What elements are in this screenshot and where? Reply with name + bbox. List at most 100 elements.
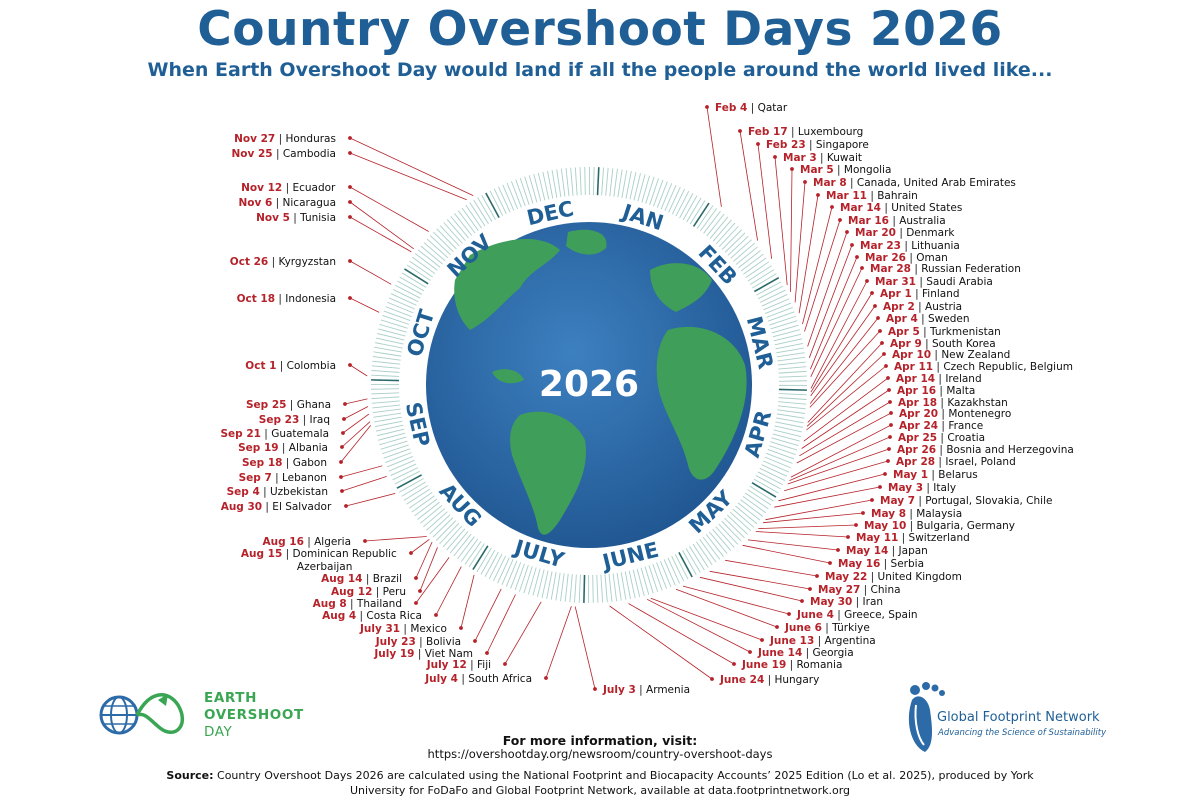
ring-tick	[715, 526, 735, 548]
leader-line	[349, 216, 412, 253]
label-country: Kazakhstan	[947, 397, 1008, 409]
label-date: Feb 4	[715, 102, 747, 114]
label-separator: |	[834, 609, 844, 621]
ring-tick	[758, 285, 784, 300]
ring-tick	[477, 197, 493, 222]
leader-dot	[503, 662, 507, 666]
leader-dot	[886, 459, 890, 463]
ring-tick	[735, 505, 758, 525]
ring-tick	[773, 333, 802, 342]
label-country: Mexico	[410, 623, 447, 635]
label-date: May 30	[810, 596, 852, 608]
label-separator: |	[747, 102, 757, 114]
ring-tick	[649, 178, 659, 206]
ring-tick	[502, 184, 515, 211]
ring-tick	[417, 501, 440, 520]
ring-tick	[778, 366, 807, 370]
country-label: Mar 5 | Mongolia	[800, 164, 891, 176]
leader-dot	[888, 400, 892, 404]
leader-dot	[830, 205, 834, 209]
ring-tick	[372, 408, 401, 414]
ring-tick	[629, 172, 637, 200]
ring-tick	[583, 574, 586, 603]
label-country: Türkiye	[831, 622, 870, 634]
ring-tick	[565, 168, 570, 197]
leader-line	[742, 544, 831, 564]
leader-line	[349, 137, 474, 196]
ring-tick	[426, 511, 448, 531]
country-label: May 3 | Italy	[888, 482, 956, 494]
label-country: Finland	[922, 288, 960, 300]
country-label: Apr 20 | Montenegro	[899, 408, 1011, 420]
country-label: Apr 9 | South Korea	[890, 338, 996, 350]
country-label: Sep 23 | Iraq	[259, 414, 330, 426]
ring-tick	[398, 478, 424, 493]
leader-dot	[870, 498, 874, 502]
ring-tick	[776, 352, 805, 358]
ring-tick	[617, 169, 623, 198]
ring-tick	[641, 175, 651, 203]
ring-tick	[574, 167, 578, 196]
leader-line	[799, 401, 891, 457]
leader-dot	[889, 411, 893, 415]
ring-tick	[749, 485, 774, 502]
leader-line	[364, 536, 427, 542]
ring-tick	[528, 175, 538, 203]
ring-tick	[692, 202, 710, 227]
label-separator: |	[935, 373, 945, 385]
leader-line	[725, 559, 818, 577]
country-label: May 22 | United Kingdom	[825, 571, 962, 583]
label-country: Australia	[899, 215, 945, 227]
leader-dot	[418, 589, 422, 593]
leader-line	[646, 598, 751, 653]
label-separator: |	[915, 301, 925, 313]
label-separator: |	[276, 360, 286, 372]
label-separator: |	[261, 428, 271, 440]
leader-line	[747, 539, 839, 551]
label-country: South Africa	[468, 673, 532, 685]
leader-dot	[343, 402, 347, 406]
ring-tick	[678, 552, 693, 578]
country-label: Mar 28 | Russian Federation	[870, 263, 1021, 275]
label-country: United Kingdom	[878, 571, 962, 583]
label-country: Greece, Spain	[844, 609, 917, 621]
leader-dot	[348, 151, 352, 155]
label-country: United States	[891, 202, 962, 214]
country-label: May 27 | China	[818, 584, 901, 596]
leader-dot	[882, 352, 886, 356]
country-label: Aug 4 | Costa Rica	[322, 610, 422, 622]
ring-tick	[636, 568, 645, 596]
ring-tick	[674, 554, 689, 580]
leader-line	[798, 194, 819, 314]
ring-tick	[420, 505, 443, 524]
more-info-url[interactable]: https://overshootday.org/newsroom/countr…	[427, 747, 773, 761]
label-country: Thailand	[356, 598, 402, 610]
label-country: South Korea	[932, 338, 996, 350]
ring-tick	[376, 337, 404, 345]
leader-line	[807, 231, 848, 347]
leader-dot	[459, 626, 463, 630]
ring-tick	[493, 188, 507, 215]
ring-tick	[756, 281, 782, 296]
label-separator: |	[347, 598, 357, 610]
label-country: Ireland	[945, 373, 981, 385]
ring-tick	[767, 449, 795, 460]
ring-tick	[682, 550, 697, 576]
label-separator: |	[906, 252, 916, 264]
leader-line	[340, 425, 372, 463]
country-label: July 31 | Mexico	[359, 623, 447, 635]
ring-tick	[777, 356, 806, 362]
ring-tick	[473, 199, 489, 225]
label-date: July 23	[375, 636, 416, 648]
leader-line	[628, 603, 735, 665]
ring-tick	[729, 511, 752, 532]
ring-tick	[371, 365, 400, 369]
label-date: May 11	[856, 532, 898, 544]
ring-tick	[378, 432, 406, 441]
label-separator: |	[898, 532, 908, 544]
leader-line	[809, 330, 881, 408]
ring-tick	[667, 557, 680, 584]
ring-tick	[435, 520, 457, 541]
ring-tick	[628, 570, 636, 599]
label-date: Mar 11	[826, 190, 867, 202]
